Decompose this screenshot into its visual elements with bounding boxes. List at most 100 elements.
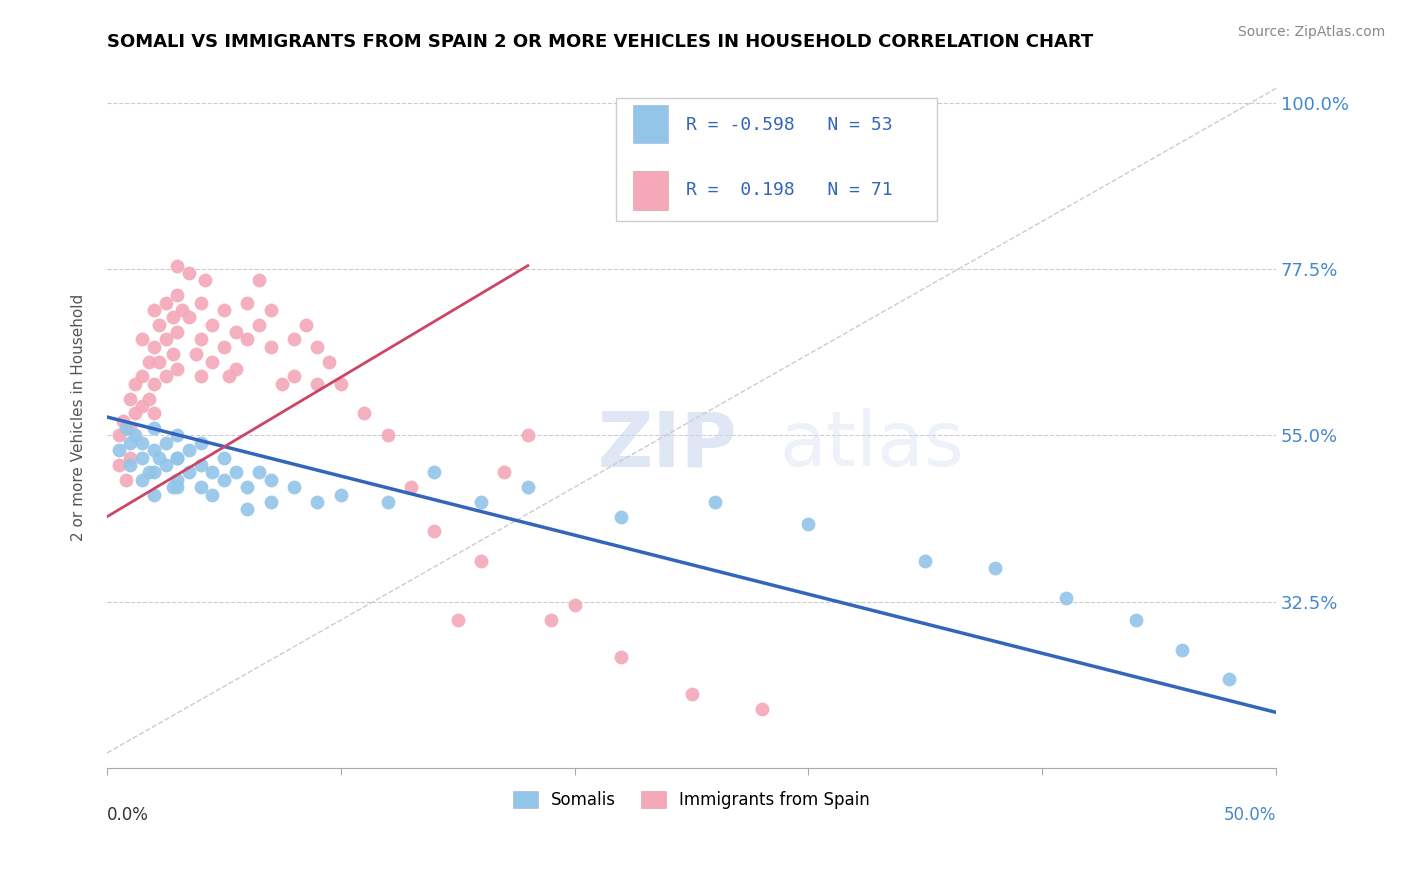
Point: [494, 466, 516, 480]
Point: [283, 480, 305, 494]
Point: [212, 473, 235, 487]
Point: [225, 362, 247, 376]
Point: [307, 340, 329, 354]
Point: [201, 354, 224, 368]
Text: ZIP: ZIP: [598, 408, 738, 482]
Point: [142, 406, 165, 420]
Point: [212, 302, 235, 317]
Y-axis label: 2 or more Vehicles in Household: 2 or more Vehicles in Household: [72, 293, 86, 541]
Point: [177, 443, 200, 458]
Point: [329, 376, 352, 391]
Point: [166, 450, 188, 465]
Point: [120, 450, 142, 465]
Point: [236, 333, 259, 347]
Point: [155, 435, 177, 450]
Point: [190, 480, 212, 494]
Point: [131, 435, 153, 450]
Point: [138, 466, 160, 480]
Point: [148, 318, 170, 332]
Point: [166, 325, 188, 339]
Point: [177, 466, 200, 480]
Point: [353, 406, 375, 420]
Text: Source: ZipAtlas.com: Source: ZipAtlas.com: [1237, 25, 1385, 39]
Point: [142, 466, 165, 480]
Point: [131, 399, 153, 413]
Point: [681, 687, 703, 701]
Point: [142, 443, 165, 458]
Point: [166, 473, 188, 487]
Point: [225, 325, 247, 339]
Point: [377, 428, 399, 442]
Point: [142, 376, 165, 391]
Point: [236, 480, 259, 494]
Point: [470, 554, 492, 568]
Point: [142, 421, 165, 435]
Point: [516, 480, 538, 494]
Point: [212, 450, 235, 465]
Point: [177, 310, 200, 325]
Point: [124, 406, 146, 420]
Text: R =  0.198   N = 71: R = 0.198 N = 71: [686, 181, 893, 200]
Point: [540, 613, 562, 627]
Point: [166, 480, 188, 494]
Text: 0.0%: 0.0%: [107, 806, 149, 824]
Point: [984, 561, 1007, 575]
Point: [247, 318, 270, 332]
Point: [703, 495, 725, 509]
Point: [307, 495, 329, 509]
Point: [236, 502, 259, 516]
Point: [120, 421, 142, 435]
Point: [120, 392, 142, 406]
Point: [194, 273, 217, 287]
Point: [112, 414, 135, 428]
Point: [124, 428, 146, 442]
Point: [218, 369, 240, 384]
Point: [610, 649, 633, 664]
Point: [190, 295, 212, 310]
Point: [131, 450, 153, 465]
Point: [1171, 642, 1194, 657]
Point: [107, 428, 129, 442]
Point: [170, 302, 193, 317]
Point: [155, 458, 177, 472]
Point: [190, 333, 212, 347]
Point: [470, 495, 492, 509]
Point: [516, 428, 538, 442]
Point: [148, 450, 170, 465]
Point: [751, 701, 773, 715]
Point: [120, 435, 142, 450]
Point: [377, 495, 399, 509]
Point: [148, 354, 170, 368]
Point: [142, 302, 165, 317]
Point: [423, 524, 446, 539]
Text: atlas: atlas: [779, 408, 965, 482]
Point: [1218, 672, 1240, 686]
Point: [225, 466, 247, 480]
Point: [610, 509, 633, 524]
Point: [124, 376, 146, 391]
FancyBboxPatch shape: [633, 171, 668, 211]
Point: [1054, 591, 1077, 605]
Point: [138, 354, 160, 368]
Point: [138, 392, 160, 406]
Point: [260, 302, 283, 317]
Legend: Somalis, Immigrants from Spain: Somalis, Immigrants from Spain: [506, 784, 877, 815]
Point: [162, 347, 184, 361]
FancyBboxPatch shape: [633, 105, 668, 144]
Point: [423, 466, 446, 480]
Point: [166, 259, 188, 273]
Point: [131, 473, 153, 487]
Point: [166, 428, 188, 442]
Point: [564, 599, 586, 613]
Text: SOMALI VS IMMIGRANTS FROM SPAIN 2 OR MORE VEHICLES IN HOUSEHOLD CORRELATION CHAR: SOMALI VS IMMIGRANTS FROM SPAIN 2 OR MOR…: [107, 33, 1094, 51]
Point: [166, 362, 188, 376]
Point: [190, 369, 212, 384]
Point: [260, 473, 283, 487]
Point: [447, 613, 470, 627]
Point: [166, 450, 188, 465]
Point: [236, 295, 259, 310]
Text: R = -0.598   N = 53: R = -0.598 N = 53: [686, 115, 893, 134]
Point: [190, 435, 212, 450]
Point: [260, 495, 283, 509]
Point: [1125, 613, 1147, 627]
